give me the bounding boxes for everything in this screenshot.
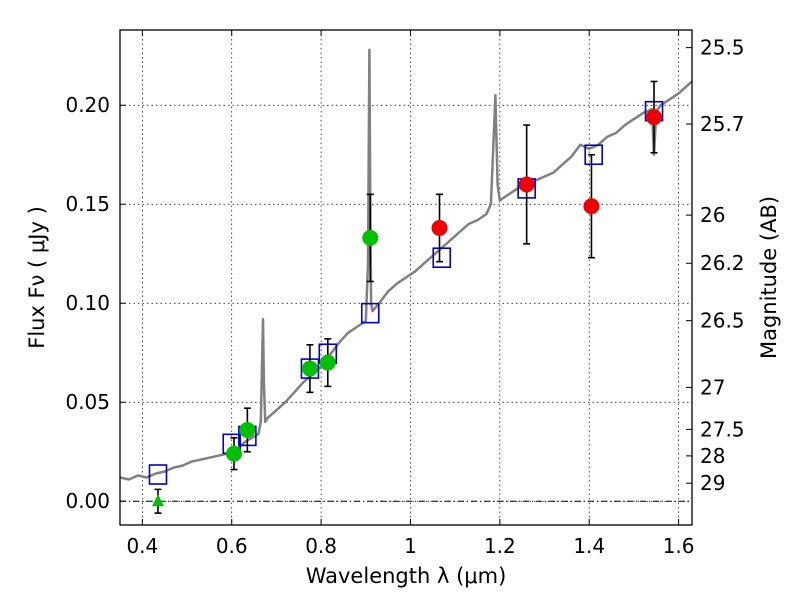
x-tick-label: 0.4	[126, 534, 158, 558]
infrared-flux-point	[518, 176, 535, 193]
mag-tick-label: 26	[700, 203, 725, 227]
x-tick-label: 0.6	[216, 534, 248, 558]
model-flux-square	[148, 464, 168, 485]
model-flux-square	[360, 302, 380, 324]
y-tick-label: 0.15	[65, 192, 110, 216]
axis-ticks: 0.4 0.6 0.8 1 1.2 1.4 1.6 0.00 0.05 0.10 0.15 0.20 2…	[65, 30, 745, 558]
upper-limit-triangle	[151, 494, 164, 507]
infrared-flux-point	[583, 198, 600, 215]
y2-axis-label: Magnitude (AB)	[757, 196, 781, 359]
plot-frame	[119, 29, 693, 526]
mag-tick-label: 27.5	[700, 417, 745, 441]
model-flux-square	[432, 247, 452, 268]
infrared-flux-point	[646, 109, 663, 126]
mag-tick-label: 25.5	[700, 36, 745, 60]
photometry-markers	[148, 80, 664, 514]
optical-flux-point	[319, 354, 336, 371]
infrared-flux-point	[431, 220, 448, 236]
template-spectrum	[120, 48, 692, 481]
mag-tick-label: 26.2	[700, 251, 745, 275]
grid	[120, 30, 692, 525]
spectrum-line	[120, 48, 692, 481]
y-axis-label: Flux Fν ( μJy )	[25, 206, 49, 349]
mag-tick-label: 29	[700, 471, 725, 495]
mag-tick-label: 27	[700, 375, 725, 399]
y-tick-label: 0.20	[65, 93, 110, 117]
x-tick-label: 1.6	[663, 534, 695, 558]
optical-flux-point	[225, 445, 242, 462]
y-tick-label: 0.05	[65, 390, 110, 414]
x-tick-label: 1.2	[484, 534, 516, 558]
optical-flux-point	[362, 229, 379, 246]
model-flux-square	[584, 144, 603, 166]
mag-tick-label: 26.5	[700, 309, 745, 333]
x-tick-label: 1.4	[573, 534, 605, 558]
y-tick-label: 0.10	[65, 291, 110, 315]
x-tick-label: 0.8	[305, 534, 337, 558]
x-axis-label: Wavelength λ (μm)	[306, 564, 507, 588]
mag-tick-label: 28	[700, 444, 725, 468]
optical-flux-point	[301, 360, 318, 377]
mag-tick-label: 25.7	[700, 112, 745, 136]
y-tick-label: 0.00	[65, 489, 110, 513]
optical-flux-point	[239, 421, 256, 438]
x-tick-label: 1	[404, 534, 417, 558]
